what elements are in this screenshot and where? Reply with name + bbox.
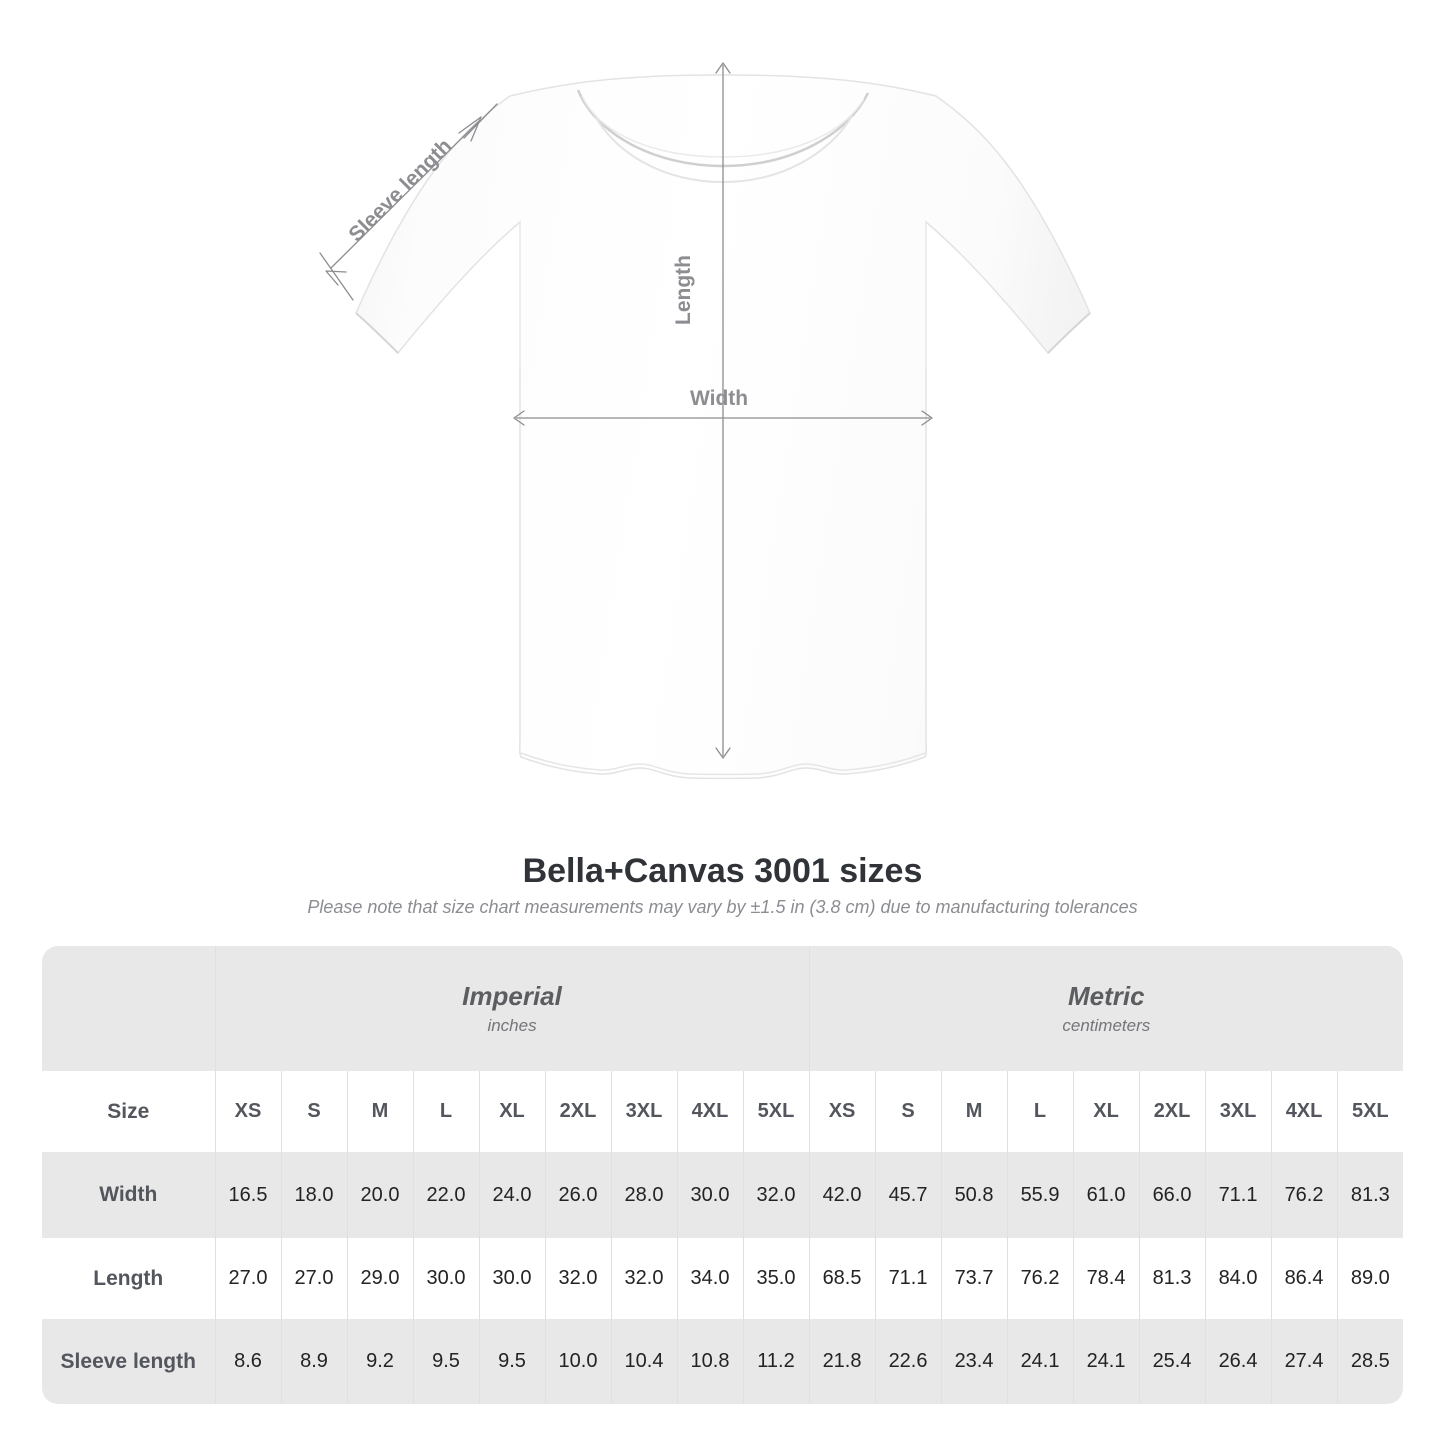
svg-text:Width: Width	[690, 387, 748, 410]
svg-text:Length: Length	[672, 255, 695, 325]
